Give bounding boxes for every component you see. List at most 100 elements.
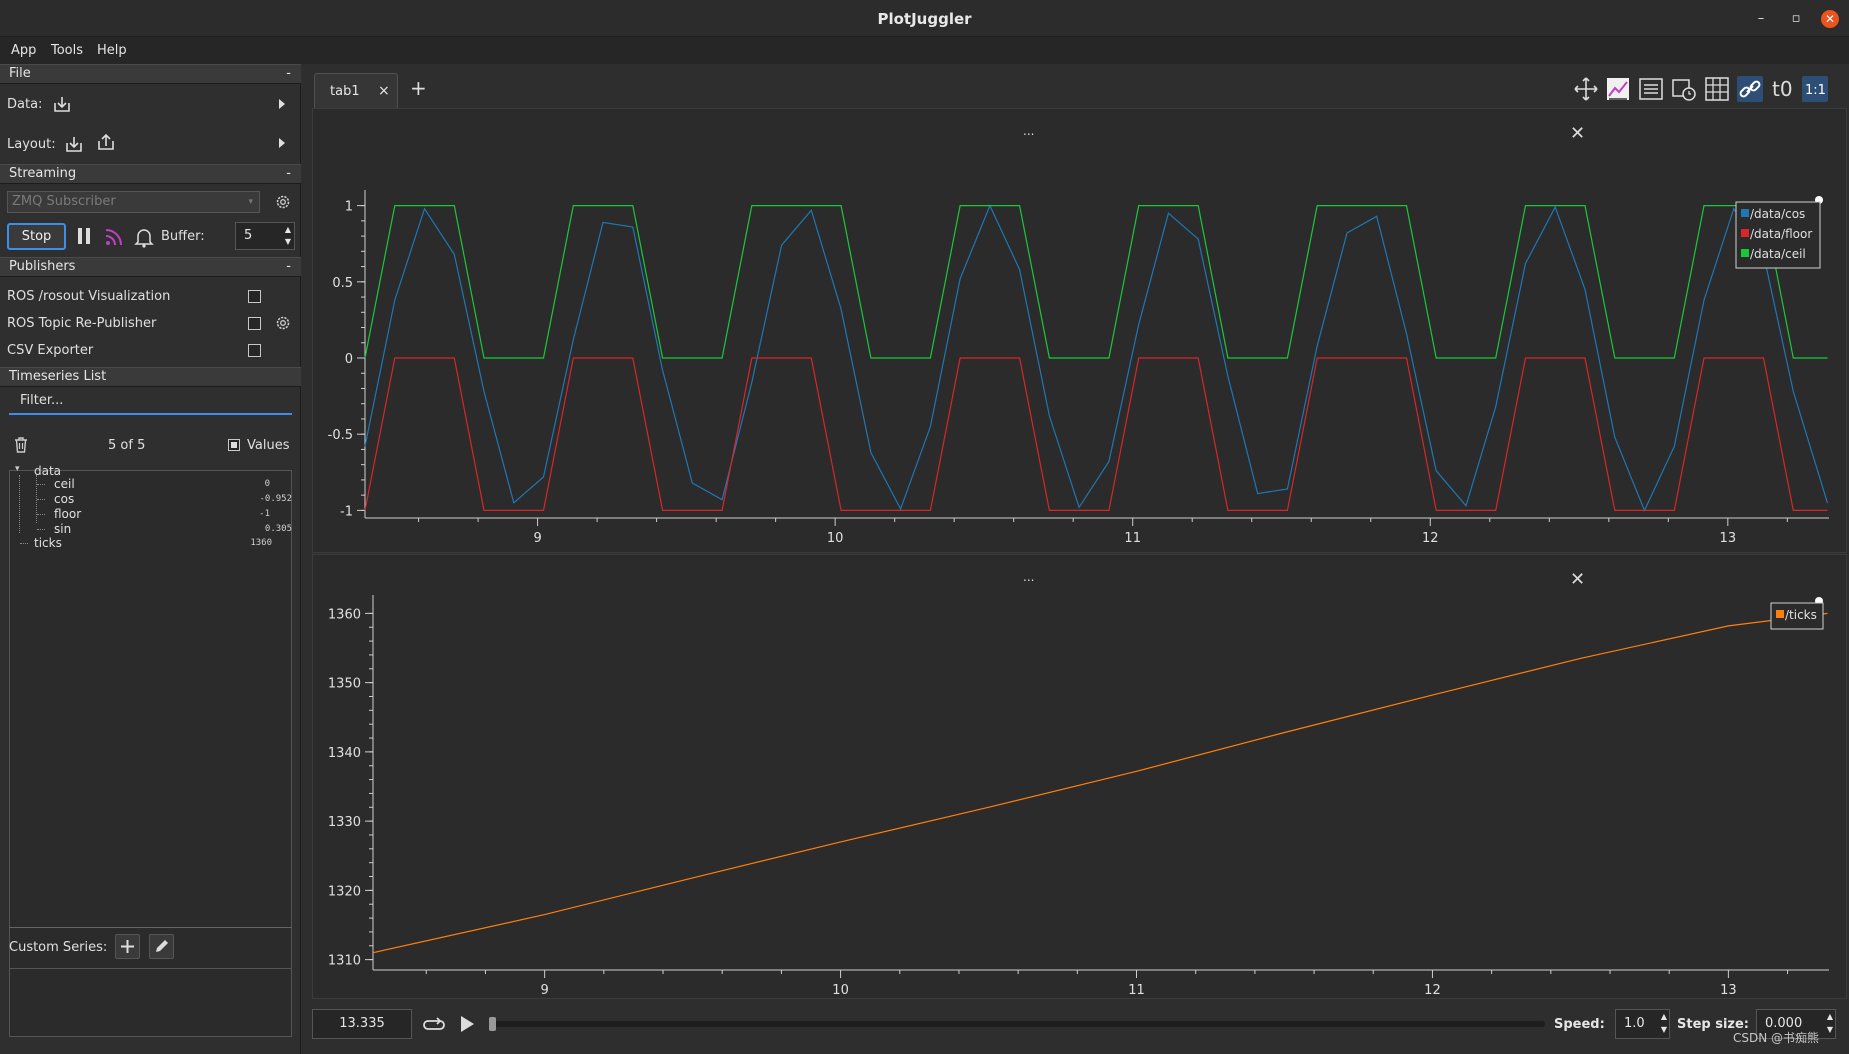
publisher-rosout-checkbox[interactable] xyxy=(248,290,261,303)
watermark: CSDN @书痴熊 xyxy=(1733,1031,1820,1045)
timeseries-tree[interactable]: ▾ data ceil 0 cos -0.952 floor -1 sin 0.… xyxy=(9,464,292,984)
spin-down-icon[interactable]: ▼ xyxy=(1826,1025,1833,1034)
layout-label: Layout: xyxy=(7,137,56,152)
add-tab-button[interactable]: + xyxy=(410,76,427,100)
time-slider[interactable] xyxy=(490,1021,1545,1027)
pause-icon[interactable] xyxy=(76,227,92,245)
legend-swatch xyxy=(1776,610,1784,618)
plot-1-chart[interactable]: 9 10 11 12 13 1 0.5 0 -0.5 -1/data/cos/data/floor… xyxy=(313,109,1848,554)
bell-icon[interactable] xyxy=(134,226,154,248)
edit-custom-series-button[interactable] xyxy=(149,934,174,959)
plot-2-chart[interactable]: 9 10 11 12 13 1360 1350 1340 1330 1320 1310/ticks xyxy=(313,555,1848,1000)
legend-label: /ticks xyxy=(1785,608,1817,622)
plot-panel-1[interactable]: ... ✕ 9 10 11 12 13 1 0.5 0 -0.5 -1/data/cos/data… xyxy=(312,108,1847,553)
close-window-icon[interactable]: ✕ xyxy=(1821,10,1839,28)
tree-expand-icon[interactable]: ▾ xyxy=(15,464,20,474)
x-tick-label: 13 xyxy=(1720,983,1737,998)
plot-menu-dots[interactable]: ... xyxy=(1023,570,1035,584)
tree-item-sin[interactable]: sin xyxy=(54,522,72,536)
speed-spinbox[interactable]: 1.0 ▲ ▼ xyxy=(1615,1009,1670,1039)
tree-value-sin: 0.305 xyxy=(264,524,292,534)
values-checkbox[interactable] xyxy=(228,439,240,451)
move-icon[interactable] xyxy=(1573,76,1599,102)
legend-swatch xyxy=(1741,249,1749,257)
maximize-icon[interactable]: ▫ xyxy=(1791,11,1801,26)
layout-expand-icon[interactable] xyxy=(279,138,285,148)
legend-label: /data/floor xyxy=(1750,227,1812,241)
tree-item-ticks[interactable]: ticks xyxy=(34,536,62,550)
save-layout-icon[interactable] xyxy=(96,132,116,152)
collapse-icon[interactable]: - xyxy=(286,166,291,181)
minimize-icon[interactable]: – xyxy=(1757,11,1765,26)
spin-down-icon[interactable]: ▼ xyxy=(1660,1025,1667,1034)
publisher-rosout-label: ROS /rosout Visualization xyxy=(7,289,171,304)
ratio-text: 1:1 xyxy=(1805,83,1826,98)
tree-item-floor[interactable]: floor xyxy=(54,507,82,521)
tree-item-data[interactable]: data xyxy=(34,464,62,478)
plot-panel-2[interactable]: ... ✕ 9 10 11 12 13 1360 1350 1340 1330 1320 1310 /… xyxy=(312,554,1847,999)
publisher-republisher-label: ROS Topic Re-Publisher xyxy=(7,316,157,331)
close-tab-icon[interactable]: × xyxy=(378,83,390,99)
x-tick-label: 12 xyxy=(1424,983,1441,998)
list-icon[interactable] xyxy=(1638,76,1664,102)
y-tick-label: -0.5 xyxy=(328,428,353,443)
gear-icon[interactable] xyxy=(274,314,292,332)
publishers-section-header[interactable]: Publishers - xyxy=(0,257,301,277)
tree-value-floor: -1 xyxy=(259,509,270,519)
file-section-header[interactable]: File - xyxy=(0,64,301,84)
trash-icon[interactable] xyxy=(12,436,30,454)
ratio-icon[interactable]: 1:1 xyxy=(1802,76,1828,102)
collapse-icon[interactable]: - xyxy=(286,259,291,274)
spin-up-icon[interactable]: ▲ xyxy=(1660,1012,1667,1021)
buffer-spinbox[interactable]: 5 ▲ ▼ xyxy=(235,222,295,250)
custom-series-list[interactable] xyxy=(9,968,292,1037)
file-header-label: File xyxy=(9,66,31,81)
play-icon[interactable] xyxy=(457,1013,477,1035)
menu-help[interactable]: Help xyxy=(97,43,127,58)
gear-icon[interactable] xyxy=(274,193,292,211)
y-tick-label: 0.5 xyxy=(332,276,353,291)
menu-tools[interactable]: Tools xyxy=(51,43,84,58)
spin-down-icon[interactable]: ▼ xyxy=(284,237,291,246)
timeseries-filter-input[interactable]: Filter... xyxy=(9,390,292,415)
current-time-field[interactable]: 13.335 xyxy=(312,1009,412,1039)
tab-tab1[interactable]: tab1 × xyxy=(314,73,398,108)
link-icon[interactable] xyxy=(1737,76,1763,102)
rss-icon[interactable] xyxy=(104,227,124,247)
load-layout-icon[interactable] xyxy=(64,134,84,154)
main-area: tab1 × + xyxy=(302,64,1849,1054)
series-line xyxy=(372,612,1828,954)
publisher-csv-checkbox[interactable] xyxy=(248,344,261,357)
tree-guide xyxy=(19,475,20,533)
plot-menu-dots[interactable]: ... xyxy=(1023,124,1035,138)
add-custom-series-button[interactable] xyxy=(115,934,140,959)
legend-style-icon[interactable] xyxy=(1605,76,1631,102)
menu-app[interactable]: App xyxy=(11,43,37,58)
spin-up-icon[interactable]: ▲ xyxy=(1826,1012,1833,1021)
y-tick-label: 1330 xyxy=(328,815,361,830)
speed-value: 1.0 xyxy=(1624,1016,1645,1031)
streaming-source-select[interactable]: ZMQ Subscriber ▾ xyxy=(7,191,260,213)
close-plot-icon[interactable]: ✕ xyxy=(1570,569,1586,590)
t0-icon[interactable]: t0 xyxy=(1770,76,1796,102)
grid-icon[interactable] xyxy=(1704,76,1730,102)
streaming-source-value: ZMQ Subscriber xyxy=(12,194,116,209)
data-expand-icon[interactable] xyxy=(279,99,285,109)
y-tick-label: 1340 xyxy=(328,746,361,761)
timeseries-section-header[interactable]: Timeseries List xyxy=(0,367,301,387)
x-tick-label: 11 xyxy=(1128,983,1145,998)
close-plot-icon[interactable]: ✕ xyxy=(1570,123,1586,144)
time-slider-handle[interactable] xyxy=(489,1017,496,1031)
publisher-republisher-checkbox[interactable] xyxy=(248,317,261,330)
collapse-icon[interactable]: - xyxy=(286,66,291,81)
time-icon[interactable] xyxy=(1671,76,1697,102)
import-data-icon[interactable] xyxy=(52,94,72,114)
stop-streaming-button[interactable]: Stop xyxy=(7,223,66,250)
loop-icon[interactable] xyxy=(422,1013,446,1035)
streaming-section-header[interactable]: Streaming - xyxy=(0,164,301,184)
tree-item-ceil[interactable]: ceil xyxy=(54,477,75,491)
step-size-spinbox[interactable]: 0.000 ▲ ▼ xyxy=(1756,1009,1836,1039)
spin-up-icon[interactable]: ▲ xyxy=(284,225,291,234)
step-size-label: Step size: xyxy=(1677,1017,1750,1032)
tree-item-cos[interactable]: cos xyxy=(54,492,75,506)
